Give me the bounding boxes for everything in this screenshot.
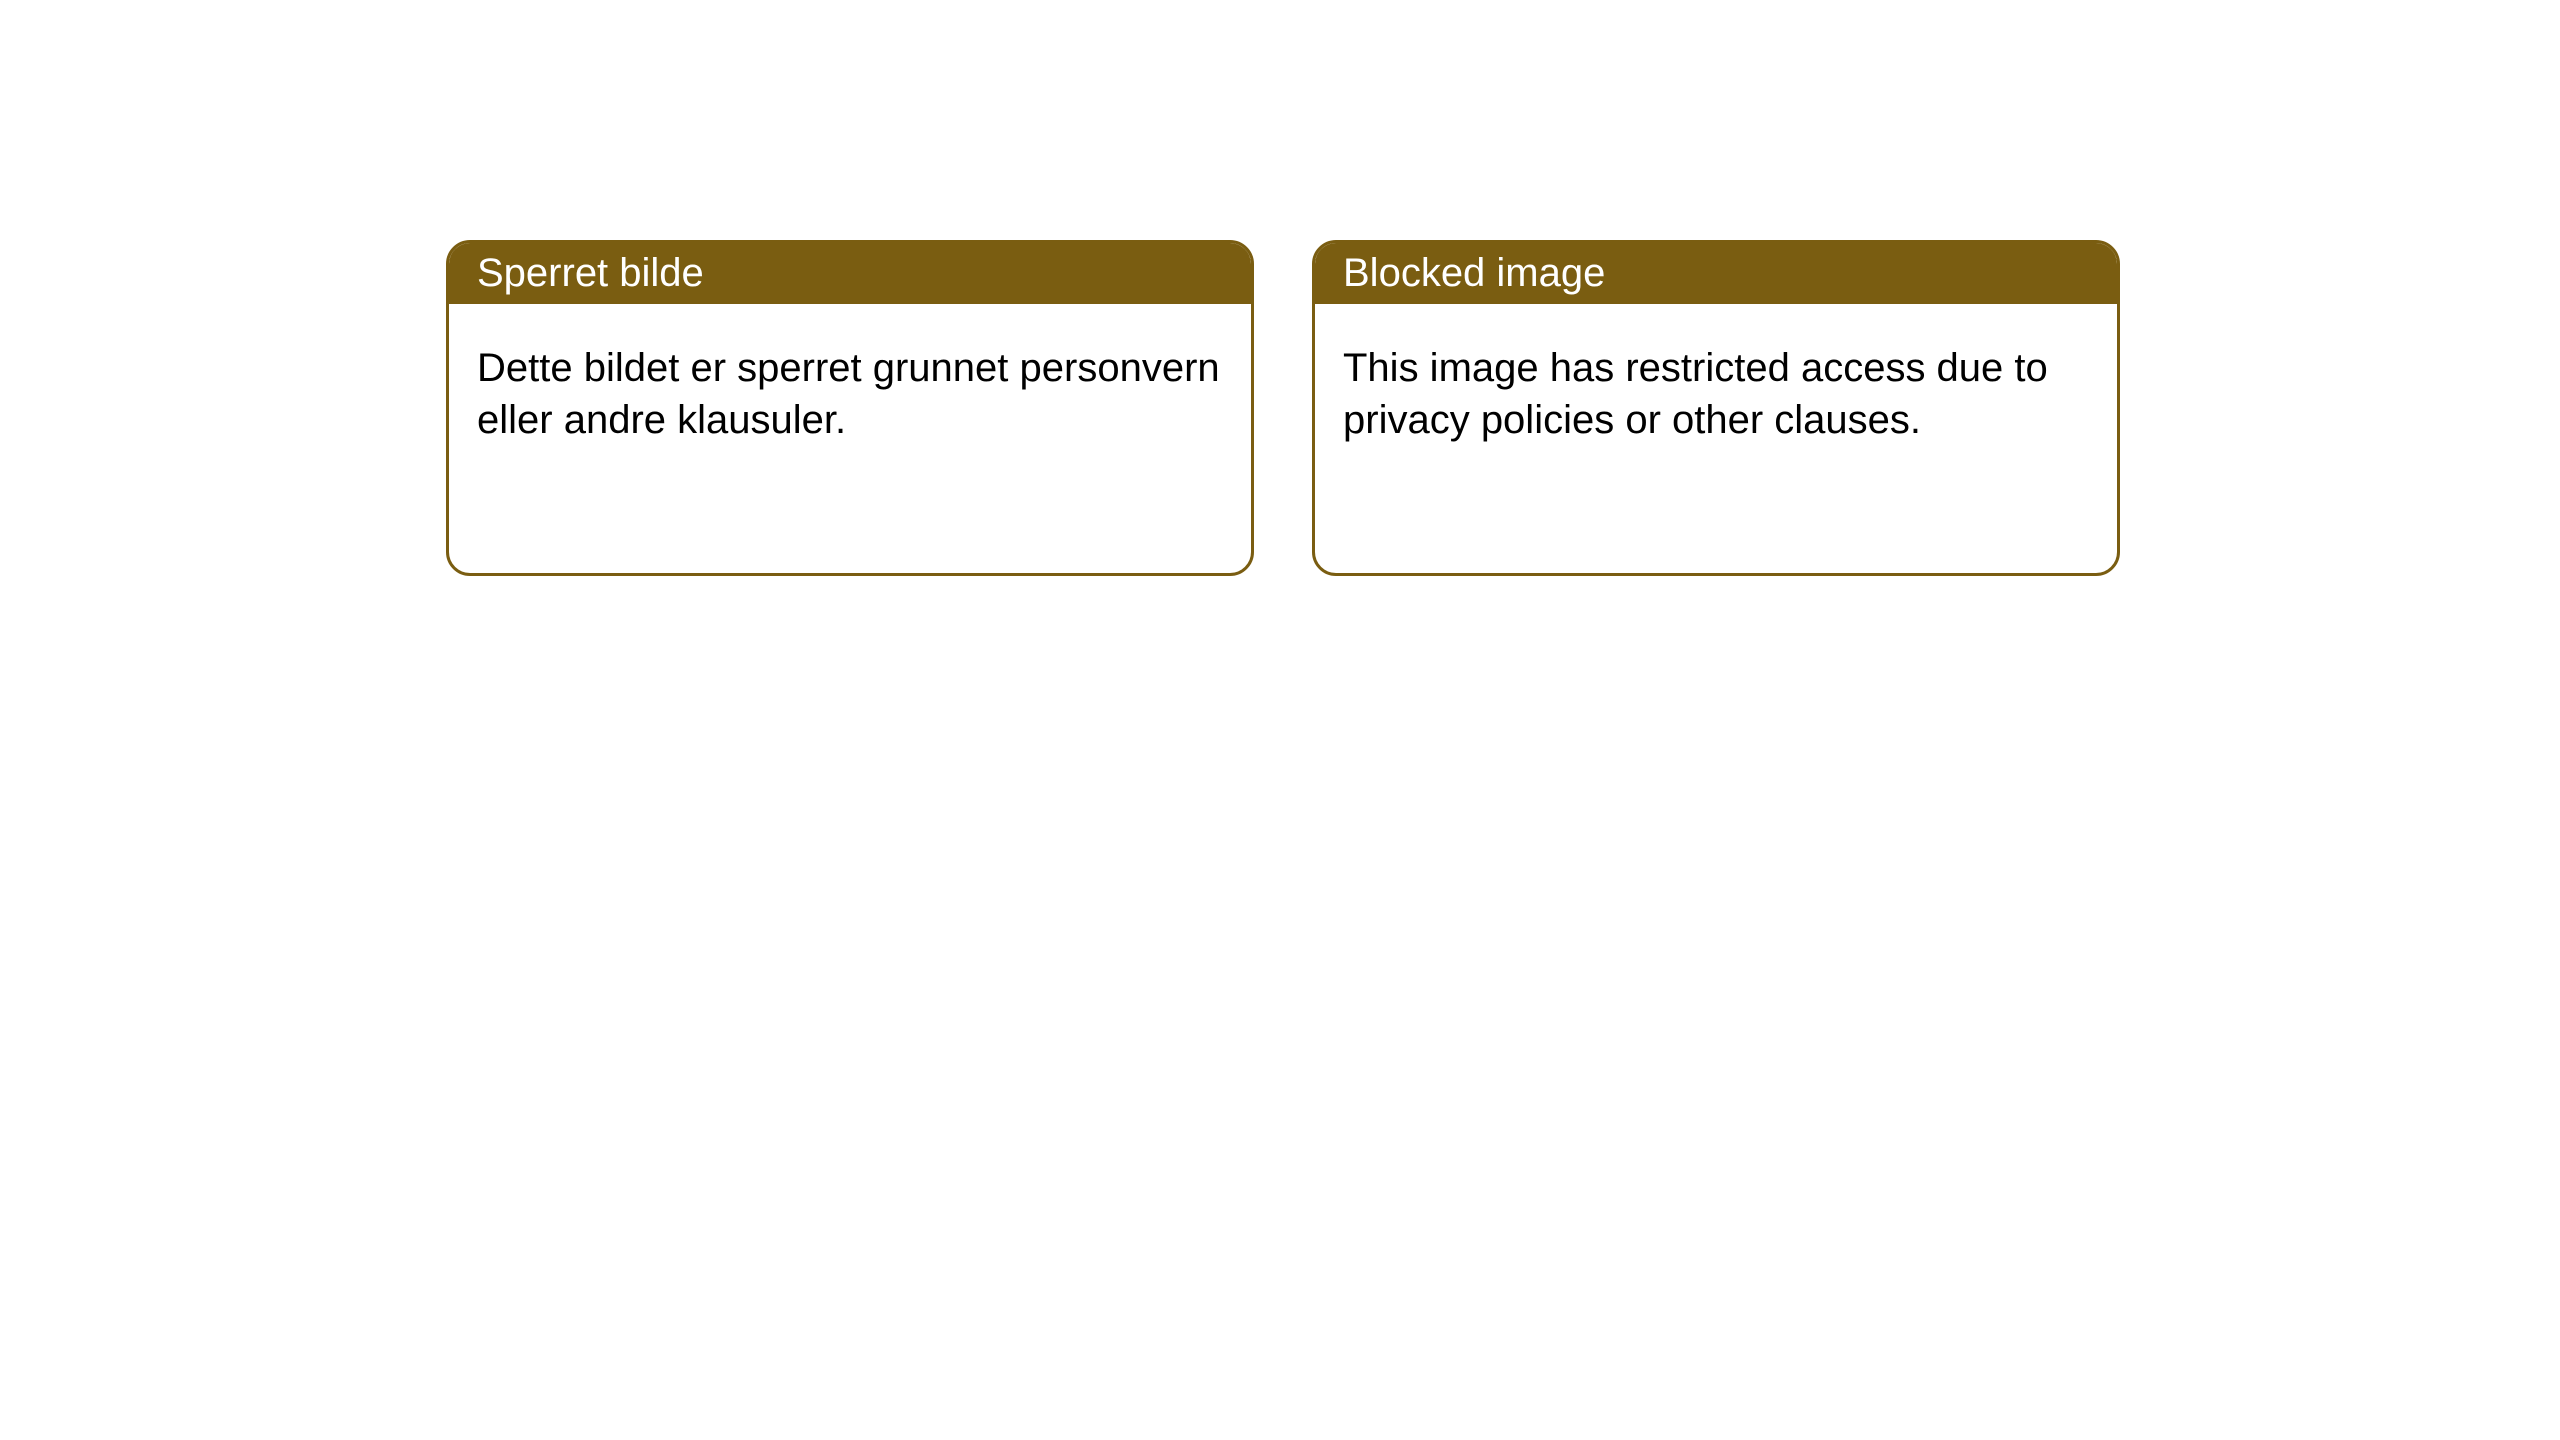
notice-card-norwegian: Sperret bilde Dette bildet er sperret gr…	[446, 240, 1254, 576]
notice-container: Sperret bilde Dette bildet er sperret gr…	[0, 0, 2560, 576]
notice-card-header: Blocked image	[1315, 243, 2117, 304]
notice-card-body: Dette bildet er sperret grunnet personve…	[449, 304, 1251, 474]
notice-card-english: Blocked image This image has restricted …	[1312, 240, 2120, 576]
notice-card-body: This image has restricted access due to …	[1315, 304, 2117, 474]
notice-card-header: Sperret bilde	[449, 243, 1251, 304]
